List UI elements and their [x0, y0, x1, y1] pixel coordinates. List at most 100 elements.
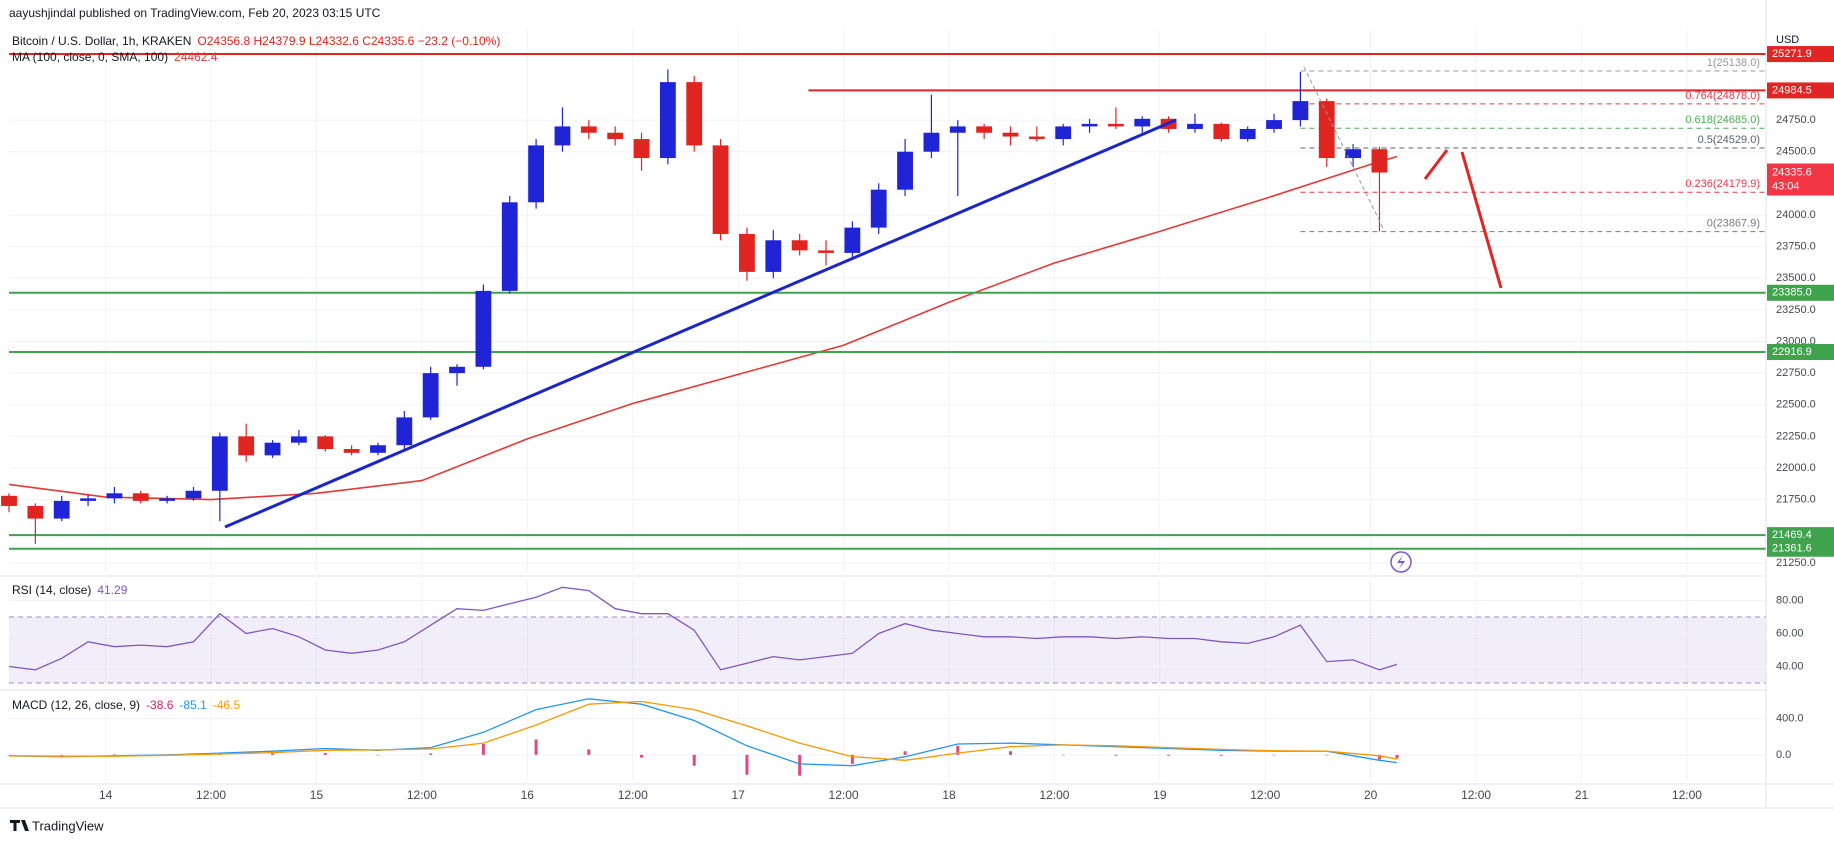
rsi-legend: RSI (14, close) 41.29: [12, 583, 128, 597]
last-price-box: [1767, 163, 1834, 196]
candle-body: [290, 436, 307, 443]
arrow-down: [1460, 151, 1503, 289]
price-legend: Bitcoin / U.S. Dollar, 1h, KRAKEN O24356.…: [12, 34, 500, 48]
x-tick-label: 20: [1364, 788, 1378, 802]
candle-body: [870, 189, 887, 228]
fib-label: 0.764(24878.0): [1685, 90, 1760, 102]
x-tick-label: 12:00: [407, 788, 437, 802]
candle-body: [317, 436, 334, 450]
ma-legend: MA (100, close, 0, SMA, 100) 24462.4: [12, 50, 218, 64]
histogram-bar: [1377, 754, 1381, 760]
fib-label: 0.236(24179.9): [1685, 178, 1760, 190]
candle-body: [659, 82, 676, 159]
histogram-bar: [60, 754, 64, 756]
candle-body: [791, 240, 808, 251]
candle-body: [422, 373, 439, 418]
labels: 25271.9 24984.5 23385.0 22916.9 21469.4 21361…: [1685, 46, 1834, 557]
y-tick-label: 24750.0: [1776, 114, 1816, 126]
x-tick-label: 12:00: [196, 788, 226, 802]
candle-body: [1108, 123, 1124, 127]
y-tick-label: 80.00: [1776, 594, 1804, 606]
marks: [1, 53, 1766, 776]
grid: [9, 29, 1766, 782]
legend-item: -85.1: [179, 698, 207, 712]
level-label: 24984.5: [1772, 84, 1812, 96]
fib-label: 0.5(24529.0): [1698, 134, 1760, 146]
candle-body: [1371, 149, 1388, 173]
histogram-bar: [1219, 754, 1223, 756]
histogram-bar: [1325, 754, 1329, 756]
x-tick-label: 12:00: [1250, 788, 1280, 802]
level-label: 21361.6: [1772, 543, 1812, 555]
level-label-box: [1767, 82, 1834, 99]
x-tick-label: 21: [1575, 788, 1589, 802]
x-tick-label: 16: [521, 788, 535, 802]
histogram-bar: [1114, 754, 1118, 756]
legend-item: 41.29: [97, 583, 127, 597]
histogram-bar: [271, 753, 275, 755]
candle-body: [264, 442, 281, 456]
rsi-line: [8, 586, 1398, 671]
y-tick-label: 400.0: [1776, 713, 1804, 725]
candle-body: [1345, 149, 1362, 159]
histogram-bar: [1395, 754, 1399, 759]
y-tick-label: 21750.0: [1776, 494, 1816, 506]
histogram-bar: [850, 754, 854, 764]
y-tick-label: 23250.0: [1776, 304, 1816, 316]
candle-body: [1081, 123, 1098, 127]
legend-item: O24356.8 H24379.9 L24332.6 C24335.6 −23.…: [197, 34, 500, 48]
candle-body: [844, 227, 861, 253]
histogram-bar: [1061, 754, 1065, 756]
histogram-bar: [692, 754, 696, 766]
arrow-up: [1423, 149, 1449, 180]
histogram-bar: [323, 753, 327, 755]
last-price: 24335.6: [1772, 166, 1812, 178]
fib-label: 0(23867.9): [1707, 218, 1760, 230]
x-tick-label: 14: [99, 788, 113, 802]
x-tick-label: 19: [1153, 788, 1167, 802]
histogram-bar: [956, 745, 960, 755]
candle-body: [1213, 123, 1230, 140]
candle-body: [132, 493, 149, 501]
fib-label: 0.618(24685.0): [1685, 114, 1760, 126]
level-label-box: [1767, 46, 1834, 63]
candle-body: [1134, 118, 1151, 127]
candle-body: [765, 240, 782, 272]
histogram-bar: [481, 744, 485, 755]
candle-body: [1318, 101, 1335, 159]
candle-body: [185, 490, 202, 499]
candle-body: [1055, 126, 1072, 140]
histogram-bar: [112, 754, 116, 755]
y-tick-label: 21250.0: [1776, 557, 1816, 569]
histogram-bar: [1272, 754, 1276, 756]
x-tick-label: 18: [942, 788, 956, 802]
candle-body: [923, 132, 940, 152]
level-label: 23385.0: [1772, 287, 1812, 299]
macd-line: [8, 700, 1398, 761]
macd-line: [8, 698, 1398, 767]
candle-body: [211, 436, 228, 491]
x-tick-label: 12:00: [1039, 788, 1069, 802]
candle-body: [106, 493, 123, 499]
axes: 14 12:00 15 12:00 16 12:00 17 12:00 18 12:00 19 12:…: [99, 114, 1816, 802]
y-tick-label: 23750.0: [1776, 241, 1816, 253]
histogram-bar: [376, 754, 380, 756]
candle-body: [27, 505, 44, 519]
event-bolt: [1397, 555, 1405, 569]
y-tick-label: 60.00: [1776, 627, 1804, 639]
rsi-band: [9, 616, 1766, 684]
candle-body: [80, 498, 96, 501]
legend-item: 24462.4: [174, 50, 218, 64]
candle-body: [1239, 128, 1256, 140]
y-tick-label: 22250.0: [1776, 430, 1816, 442]
histogram-bar: [429, 753, 433, 755]
y-tick-label: 24500.0: [1776, 146, 1816, 158]
logo: [10, 820, 29, 831]
candle-body: [686, 82, 703, 146]
y-tick-label: 24000.0: [1776, 209, 1816, 221]
legend-item: -46.5: [213, 698, 241, 712]
candle-body: [554, 126, 571, 146]
candle-body: [1002, 132, 1019, 137]
